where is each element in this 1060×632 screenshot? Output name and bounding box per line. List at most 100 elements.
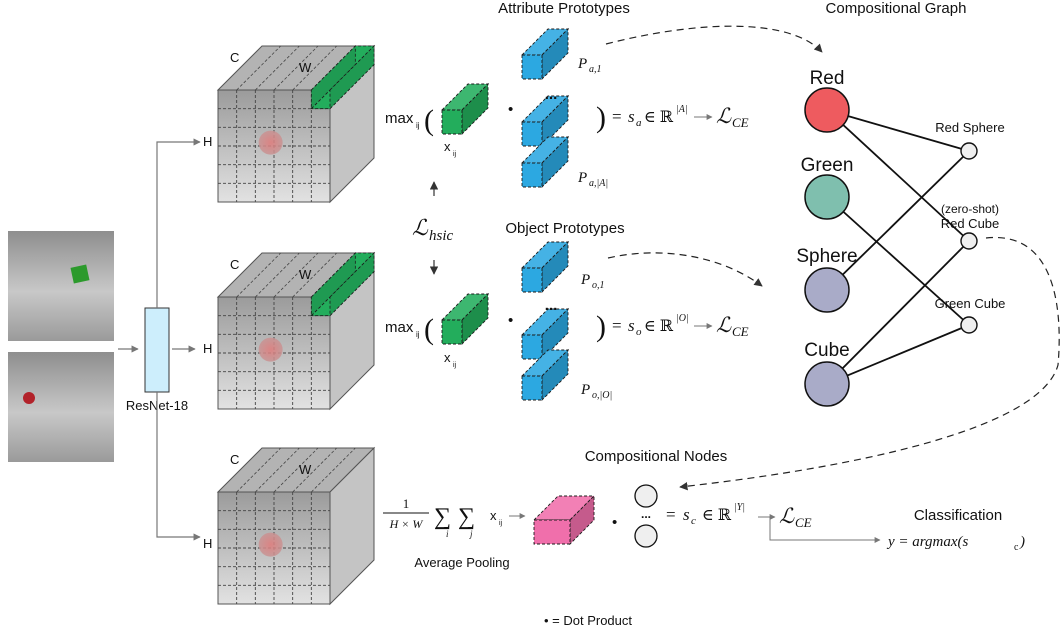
dashed-connectors xyxy=(605,25,1060,491)
compositional-node-stack: ... xyxy=(634,484,658,548)
cube-h-label: H xyxy=(203,341,212,356)
attr-ellipsis: ... xyxy=(545,86,558,103)
svg-text:o: o xyxy=(636,326,642,338)
compositional-graph: Red Green Sphere Cube Red Sphere (zero-shot)R… xyxy=(796,68,1005,407)
graph-node-label: Cube xyxy=(804,340,849,361)
obj-max-formula: max ij ( x ij xyxy=(385,313,457,369)
feature-maps: C W H C W H C W H xyxy=(203,44,376,606)
svg-text:∈ ℝ: ∈ ℝ xyxy=(644,318,674,335)
svg-text:...: ... xyxy=(641,507,651,521)
cube-w-label: W xyxy=(299,462,312,477)
graph-node-label: Green xyxy=(801,155,854,176)
input-image-green-cube xyxy=(8,231,114,341)
comp-score-formula: = s c ∈ ℝ |Y| ℒ CE xyxy=(666,502,881,543)
classification-title: Classification xyxy=(914,507,1002,524)
svg-text:a,1: a,1 xyxy=(589,64,602,75)
svg-text:=: = xyxy=(666,505,676,524)
svg-text:ℒ: ℒ xyxy=(716,313,732,337)
svg-text:max: max xyxy=(385,319,414,336)
average-pooling-label: Average Pooling xyxy=(414,555,509,570)
attr-max-formula: max ij ( x ij xyxy=(385,104,457,158)
obj-prototype-1 xyxy=(520,240,570,294)
graph-node-red xyxy=(804,87,850,133)
svg-text:H × W: H × W xyxy=(389,517,424,531)
graph-composition-node xyxy=(960,316,978,334)
svg-text:i: i xyxy=(446,529,449,539)
svg-text:∑: ∑ xyxy=(434,504,451,530)
attr-prototype-labels: P a,1 P a,|A| xyxy=(577,56,608,189)
graph-node-label: Sphere xyxy=(796,246,857,267)
cube-c-label: C xyxy=(230,50,239,65)
svg-text:(: ( xyxy=(424,104,434,137)
cube-w-label: W xyxy=(299,267,312,282)
graph-node-label: Red xyxy=(810,68,845,89)
svg-text:ij: ij xyxy=(453,362,457,369)
svg-text:=: = xyxy=(612,107,622,126)
obj-query-feature xyxy=(440,292,490,346)
svg-text:): ) xyxy=(596,101,606,134)
svg-text:ℒ: ℒ xyxy=(412,215,429,240)
graph-node-sphere xyxy=(804,267,850,313)
graph-node-cube xyxy=(804,361,850,407)
svg-text:|A|: |A| xyxy=(676,104,688,115)
graph-edge xyxy=(826,109,970,152)
obj-prototype-last xyxy=(520,348,570,402)
hsic-loss: ℒ hsic xyxy=(412,181,454,275)
attribute-prototype-stack xyxy=(440,27,570,189)
attr-score-formula: ) = s a ∈ ℝ |A| ℒ CE xyxy=(596,101,749,134)
svg-text:c: c xyxy=(1014,542,1019,553)
graph-edge xyxy=(826,109,970,242)
svg-text:): ) xyxy=(1019,534,1025,550)
svg-text:ℒ: ℒ xyxy=(779,504,795,528)
svg-text:o,1: o,1 xyxy=(592,280,605,291)
cube-h-label: H xyxy=(203,134,212,149)
graph-composition-label: (zero-shot) xyxy=(941,202,999,216)
svg-text:(: ( xyxy=(424,313,434,346)
feature-map-attribute: C W H xyxy=(203,44,376,204)
svg-text:ij: ij xyxy=(416,330,420,339)
feature-map-object: C W H xyxy=(203,251,376,411)
svg-text:CE: CE xyxy=(732,324,749,339)
svg-text:ℒ: ℒ xyxy=(716,104,732,128)
svg-text:1: 1 xyxy=(403,496,410,511)
branch-arrows xyxy=(156,138,201,541)
object-prototype-stack xyxy=(440,240,570,402)
svg-text:a: a xyxy=(636,117,642,129)
graph-node-green xyxy=(804,174,850,220)
graph-edge xyxy=(826,324,970,385)
pooled-feature xyxy=(532,494,596,546)
cube-h-label: H xyxy=(203,536,212,551)
svg-text:x: x xyxy=(490,508,497,523)
svg-text:|O|: |O| xyxy=(676,313,689,324)
object-prototypes-title: Object Prototypes xyxy=(505,220,624,237)
svg-text:ij: ij xyxy=(453,151,457,158)
graph-composition-node xyxy=(960,232,978,250)
svg-text:x: x xyxy=(444,350,451,365)
svg-text:o,|O|: o,|O| xyxy=(592,390,612,401)
cube-c-label: C xyxy=(230,257,239,272)
obj-score-formula: ) = s o ∈ ℝ |O| ℒ CE xyxy=(596,310,749,343)
pooled-feature-block xyxy=(532,494,596,546)
attr-prototype-1 xyxy=(520,27,570,81)
svg-text:s: s xyxy=(683,505,690,524)
svg-text:CE: CE xyxy=(732,115,749,130)
svg-text:c: c xyxy=(691,515,696,527)
compositional-graph-title: Compositional Graph xyxy=(826,0,967,17)
classification-formula: y = argmax(s c ) xyxy=(886,534,1025,553)
pooling-formula: 1 H × W ∑ i ∑ j x ij xyxy=(383,496,526,539)
svg-text:s: s xyxy=(628,316,635,335)
svg-text:): ) xyxy=(596,310,606,343)
graph-composition-label: Red Cube xyxy=(941,216,1000,231)
svg-text:a,|A|: a,|A| xyxy=(589,178,608,189)
svg-text:P: P xyxy=(577,170,587,186)
svg-text:ij: ij xyxy=(416,121,420,130)
svg-text:hsic: hsic xyxy=(429,228,454,244)
svg-text:P: P xyxy=(580,382,590,398)
attr-prototype-mid xyxy=(520,94,570,148)
attribute-prototypes-title: Attribute Prototypes xyxy=(498,0,630,17)
attr-query-feature xyxy=(440,82,490,136)
svg-text:=: = xyxy=(612,316,622,335)
svg-text:∈ ℝ: ∈ ℝ xyxy=(702,507,732,524)
svg-text:CE: CE xyxy=(795,515,812,530)
